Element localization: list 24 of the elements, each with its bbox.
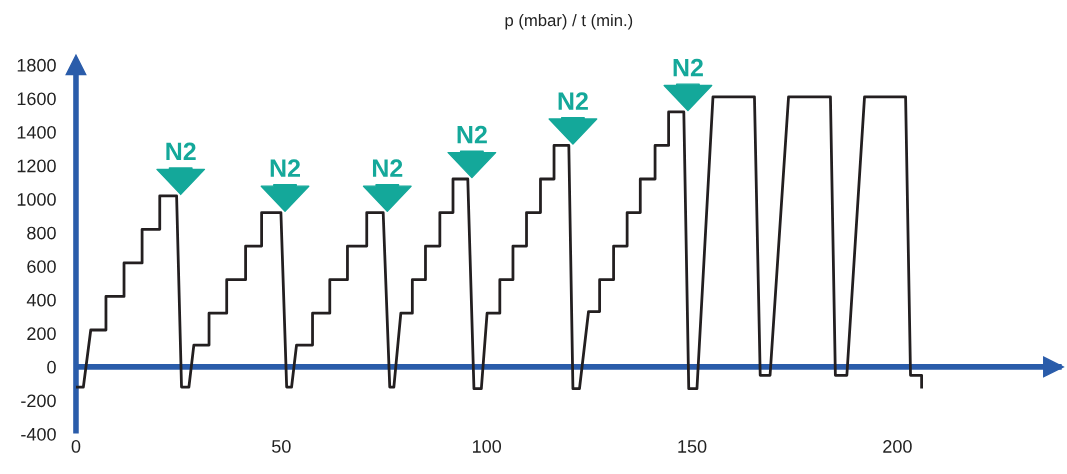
chart-title: p (mbar) / t (min.)	[505, 13, 633, 30]
y-tick-label: -400	[21, 427, 56, 441]
y-tick-label: 1000	[17, 193, 56, 206]
annotation: N2	[457, 125, 487, 144]
annotation: N2	[372, 159, 403, 177]
y-tick-label: 1800	[17, 58, 56, 72]
y-tick-label: 1600	[17, 92, 56, 106]
x-tick-label: 150	[678, 440, 707, 453]
x-tick-label: 50	[272, 440, 291, 453]
y-tick-label: 800	[27, 226, 56, 240]
annotation: N2	[166, 142, 196, 161]
y-tick-label: 400	[26, 293, 56, 307]
annotation: N2	[270, 159, 300, 177]
y-tick-label: 200	[27, 327, 56, 341]
annotation: N2	[673, 58, 703, 77]
y-tick-label: 0	[47, 360, 56, 374]
x-tick-label: 100	[472, 440, 502, 453]
x-tick-label: 200	[883, 440, 912, 453]
annotation: N2	[558, 92, 588, 110]
y-tick-label: -200	[21, 394, 56, 408]
y-tick-label: 600	[27, 260, 56, 273]
y-tick-label: 1400	[17, 125, 56, 139]
x-tick-label: 0	[71, 440, 81, 453]
y-tick-label: 1200	[17, 159, 56, 173]
